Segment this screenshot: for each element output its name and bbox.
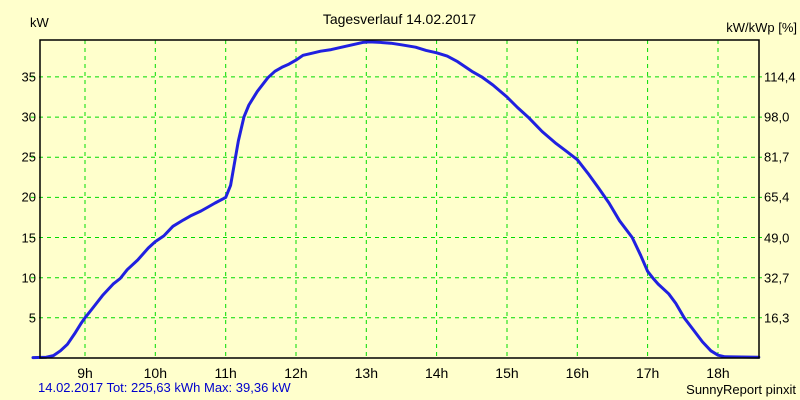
y-axis-right-tick-label: 49,0 [764,230,790,246]
app-brand-text: SunnyReport pinxit [686,382,796,397]
x-axis-tick-label: 15h [495,365,519,381]
y-axis-right-tick-label: 32,7 [764,270,790,286]
power-curve [31,40,761,360]
x-axis-tick-label: 12h [284,365,308,381]
y-axis-left-tick-label: 35 [21,69,36,85]
x-axis-tick-label: 11h [214,365,237,381]
y-axis-right-tick-label: 65,4 [764,189,790,205]
x-axis-tick-label: 9h [77,365,93,381]
vertical-gridlines [84,40,719,358]
y-axis-right-tick-label: 114,4 [764,69,796,85]
y-axis-right-tick-label: 98,0 [764,109,790,125]
x-axis-tick-label: 10h [143,365,168,381]
horizontal-gridlines [31,76,762,319]
y-axis-left-tick-label: 15 [21,230,36,246]
y-axis-left-tick-label: 30 [21,109,36,125]
y-axis-right-unit-label: kW/kWp [%] [726,20,797,35]
y-axis-left-tick-label: 5 [28,310,36,326]
y-axis-left-tick-label: 25 [21,149,36,165]
y-axis-left-tick-label: 10 [21,270,36,286]
x-axis-tick-label: 14h [424,365,449,381]
y-axis-right-tick-label: 81,7 [764,149,790,165]
y-axis-left-tick-label: 20 [21,189,36,205]
daily-summary-text: 14.02.2017 Tot: 225,63 kWh Max: 39,36 kW [38,380,291,395]
x-axis-tick-label: 13h [354,365,378,381]
x-axis-tick-label: 16h [565,365,589,381]
chart-title: Tagesverlauf 14.02.2017 [322,11,477,27]
plot-border [39,39,760,359]
y-axis-left-unit-label: kW [30,15,49,30]
y-axis-right-tick-label: 16,3 [764,310,790,326]
x-axis-tick-label: 18h [706,365,730,381]
x-axis-tick-label: 17h [635,365,660,381]
